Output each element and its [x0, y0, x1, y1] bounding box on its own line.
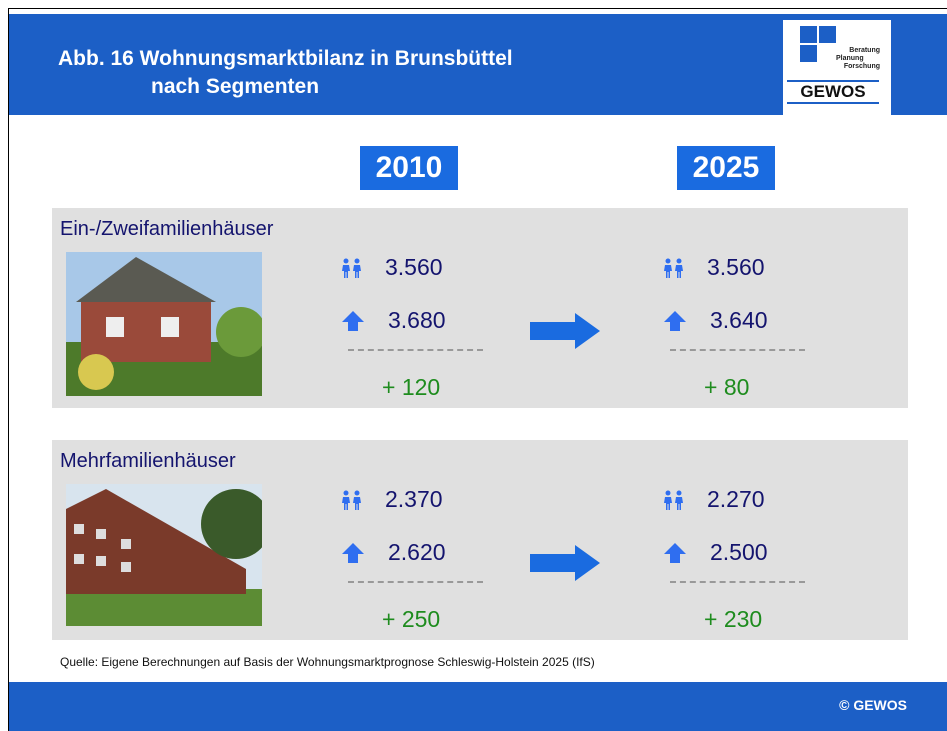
source: Quelle: Eigene Berechnungen auf Basis de… [60, 655, 595, 669]
footer-bar [9, 682, 947, 731]
households-icon [340, 490, 364, 515]
separator [348, 349, 483, 351]
logo-name: GEWOS [787, 80, 879, 104]
households: 2.370 [385, 486, 443, 513]
households-icon [662, 258, 686, 283]
dwellings: 3.680 [388, 307, 446, 334]
title-line: Abb. 16 Wohnungsmarktbilanz in Brunsbütt… [58, 45, 513, 73]
households: 3.560 [385, 254, 443, 281]
dwellings-icon [664, 311, 686, 336]
separator [670, 581, 805, 583]
segment-photo [66, 252, 262, 396]
balance: + 250 [382, 606, 440, 633]
year: 2025 [677, 146, 775, 190]
logo-text: Planung [828, 55, 880, 63]
frame-left [8, 8, 9, 731]
frame-top [8, 8, 947, 9]
title-line: nach Segmenten [58, 73, 513, 101]
year: 2010 [360, 146, 458, 190]
dwellings-icon [342, 311, 364, 336]
households: 2.270 [707, 486, 765, 513]
logo: Beratung Planung Forschung GEWOS [783, 20, 883, 115]
arrow [530, 313, 600, 354]
dwellings-icon [664, 543, 686, 568]
segment-name: Ein-/Zweifamilienhäuser [60, 218, 273, 241]
segment-photo [66, 484, 262, 628]
dwellings-icon [342, 543, 364, 568]
segment-name: Mehrfamilienhäuser [60, 450, 236, 473]
balance: + 80 [704, 374, 749, 401]
arrow [530, 545, 600, 586]
logo-text: Forschung [828, 63, 880, 71]
households-icon [662, 490, 686, 515]
footer: © GEWOS [839, 697, 907, 713]
title: Abb. 16 Wohnungsmarktbilanz in Brunsbütt… [58, 45, 513, 101]
households: 3.560 [707, 254, 765, 281]
page: Abb. 16 Wohnungsmarktbilanz in Brunsbütt… [0, 0, 947, 731]
dwellings: 2.620 [388, 539, 446, 566]
dwellings: 2.500 [710, 539, 768, 566]
balance: + 120 [382, 374, 440, 401]
separator [670, 349, 805, 351]
separator [348, 581, 483, 583]
balance: + 230 [704, 606, 762, 633]
dwellings: 3.640 [710, 307, 768, 334]
logo-text: Beratung [828, 47, 880, 55]
households-icon [340, 258, 364, 283]
